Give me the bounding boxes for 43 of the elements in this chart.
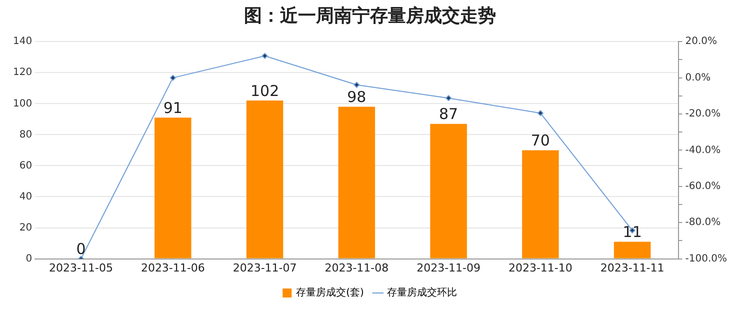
y2-tick-label: 0.0%	[685, 72, 711, 84]
bar	[338, 106, 376, 258]
point	[446, 95, 452, 102]
chart-title: 图：近一周南宁存量房成交走势	[244, 5, 496, 26]
x-tick-label: 2023-11-11	[600, 261, 664, 274]
data-label: 102	[250, 82, 280, 100]
legend-label: 存量房成交环比	[386, 286, 457, 299]
data-label: 91	[163, 99, 182, 118]
x-tick-label: 2023-11-07	[232, 261, 297, 274]
point	[170, 74, 176, 81]
y2-tick-label: -80.0%	[685, 217, 721, 228]
point	[354, 82, 360, 88]
bar	[430, 124, 467, 258]
bar	[522, 150, 559, 258]
x-tick-label: 2023-11-10	[508, 261, 572, 274]
y-tick-label: 0	[26, 253, 32, 264]
x-tick-label: 2023-11-06	[140, 261, 205, 274]
y2-tick-label: -20.0%	[685, 108, 721, 120]
bar	[154, 118, 192, 258]
legend-label: 存量房成交(套)	[296, 286, 364, 299]
bar	[246, 100, 284, 258]
y-tick-label: 20	[19, 222, 32, 234]
x-tick-label: 2023-11-08	[324, 261, 389, 274]
y-tick-label: 40	[19, 191, 32, 202]
data-label: 11	[622, 223, 642, 242]
data-label: 98	[347, 88, 366, 106]
point	[262, 52, 268, 59]
y-tick-label: 120	[12, 67, 32, 78]
y2-tick-label: -60.0%	[685, 180, 721, 192]
bar	[614, 242, 651, 258]
y-tick-label: 80	[19, 129, 32, 140]
x-tick-label: 2023-11-09	[416, 261, 481, 274]
data-label: 70	[530, 132, 550, 150]
y2-tick-label: 20.0%	[685, 36, 718, 48]
point	[537, 110, 544, 116]
y-tick-label: 60	[19, 160, 32, 172]
y-tick-label: 100	[12, 98, 32, 110]
y2-tick-label: -40.0%	[685, 144, 721, 156]
data-label: 0	[76, 240, 86, 258]
x-tick-label: 2023-11-05	[49, 261, 113, 274]
y-tick-label: 140	[12, 36, 32, 48]
data-label: 87	[439, 105, 458, 124]
y2-tick-label: -100.0%	[685, 253, 728, 264]
